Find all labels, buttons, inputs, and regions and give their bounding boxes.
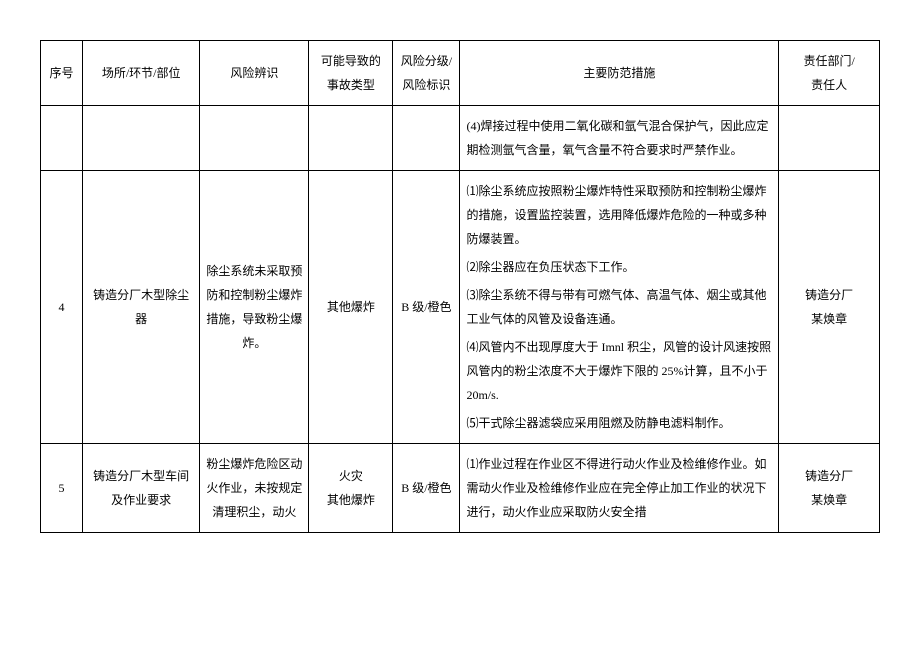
cell-place: 铸造分厂木型车间及作业要求: [82, 444, 199, 533]
responsible-person: 某焕章: [785, 307, 873, 331]
responsible-dept: 铸造分厂: [785, 464, 873, 488]
header-place: 场所/环节/部位: [82, 41, 199, 106]
measure-item: ⑸干式除尘器滤袋应采用阻燃及防静电滤料制作。: [466, 411, 772, 435]
risk-table: 序号 场所/环节/部位 风险辨识 可能导致的 事故类型 风险分级/ 风险标识 主…: [40, 40, 880, 533]
header-risk: 风险辨识: [200, 41, 309, 106]
measure-item: ⑷风管内不出现厚度大于 Imnl 积尘，风管的设计风速按照风管内的粉尘浓度不大于…: [466, 335, 772, 407]
cell-level: B 级/橙色: [393, 444, 460, 533]
header-incident-line1: 可能导致的: [315, 49, 386, 73]
cell-measure: ⑴除尘系统应按照粉尘爆炸特性采取预防和控制粉尘爆炸的措施，设置监控装置，选用降低…: [460, 171, 779, 444]
header-seq: 序号: [41, 41, 83, 106]
header-level-line2: 风险标识: [399, 73, 453, 97]
header-level: 风险分级/ 风险标识: [393, 41, 460, 106]
measure-item: ⑴作业过程在作业区不得进行动火作业及检维修作业。如需动火作业及检维修作业应在完全…: [466, 452, 772, 524]
cell-measure: ⑴作业过程在作业区不得进行动火作业及检维修作业。如需动火作业及检维修作业应在完全…: [460, 444, 779, 533]
cell-responsible: 铸造分厂 某焕章: [779, 444, 880, 533]
header-level-line1: 风险分级/: [399, 49, 453, 73]
table-row: 4 铸造分厂木型除尘器 除尘系统未采取预防和控制粉尘爆炸措施，导致粉尘爆炸。 其…: [41, 171, 880, 444]
cell-seq: 4: [41, 171, 83, 444]
cell-level: [393, 106, 460, 171]
header-incident: 可能导致的 事故类型: [309, 41, 393, 106]
table-header-row: 序号 场所/环节/部位 风险辨识 可能导致的 事故类型 风险分级/ 风险标识 主…: [41, 41, 880, 106]
cell-risk: 除尘系统未采取预防和控制粉尘爆炸措施，导致粉尘爆炸。: [200, 171, 309, 444]
measure-item: ⑴除尘系统应按照粉尘爆炸特性采取预防和控制粉尘爆炸的措施，设置监控装置，选用降低…: [466, 179, 772, 251]
incident-line2: 其他爆炸: [315, 488, 386, 512]
incident-line1: 火灾: [315, 464, 386, 488]
header-responsible-line2: 责任人: [785, 73, 873, 97]
header-incident-line2: 事故类型: [315, 73, 386, 97]
table-row: (4)焊接过程中使用二氧化碳和氩气混合保护气，因此应定期检测氩气含量，氧气含量不…: [41, 106, 880, 171]
cell-risk: [200, 106, 309, 171]
responsible-dept: 铸造分厂: [785, 283, 873, 307]
cell-place: [82, 106, 199, 171]
cell-measure: (4)焊接过程中使用二氧化碳和氩气混合保护气，因此应定期检测氩气含量，氧气含量不…: [460, 106, 779, 171]
cell-level: B 级/橙色: [393, 171, 460, 444]
table-row: 5 铸造分厂木型车间及作业要求 粉尘爆炸危险区动火作业，未按规定清理积尘，动火 …: [41, 444, 880, 533]
responsible-person: 某焕章: [785, 488, 873, 512]
measure-item: (4)焊接过程中使用二氧化碳和氩气混合保护气，因此应定期检测氩气含量，氧气含量不…: [466, 114, 772, 162]
cell-place: 铸造分厂木型除尘器: [82, 171, 199, 444]
cell-risk: 粉尘爆炸危险区动火作业，未按规定清理积尘，动火: [200, 444, 309, 533]
cell-responsible: 铸造分厂 某焕章: [779, 171, 880, 444]
cell-responsible: [779, 106, 880, 171]
measure-item: ⑶除尘系统不得与带有可燃气体、高温气体、烟尘或其他工业气体的风管及设备连通。: [466, 283, 772, 331]
cell-seq: 5: [41, 444, 83, 533]
cell-seq: [41, 106, 83, 171]
header-responsible-line1: 责任部门/: [785, 49, 873, 73]
cell-incident: [309, 106, 393, 171]
measure-item: ⑵除尘器应在负压状态下工作。: [466, 255, 772, 279]
header-measure: 主要防范措施: [460, 41, 779, 106]
header-responsible: 责任部门/ 责任人: [779, 41, 880, 106]
cell-incident: 火灾 其他爆炸: [309, 444, 393, 533]
cell-incident: 其他爆炸: [309, 171, 393, 444]
